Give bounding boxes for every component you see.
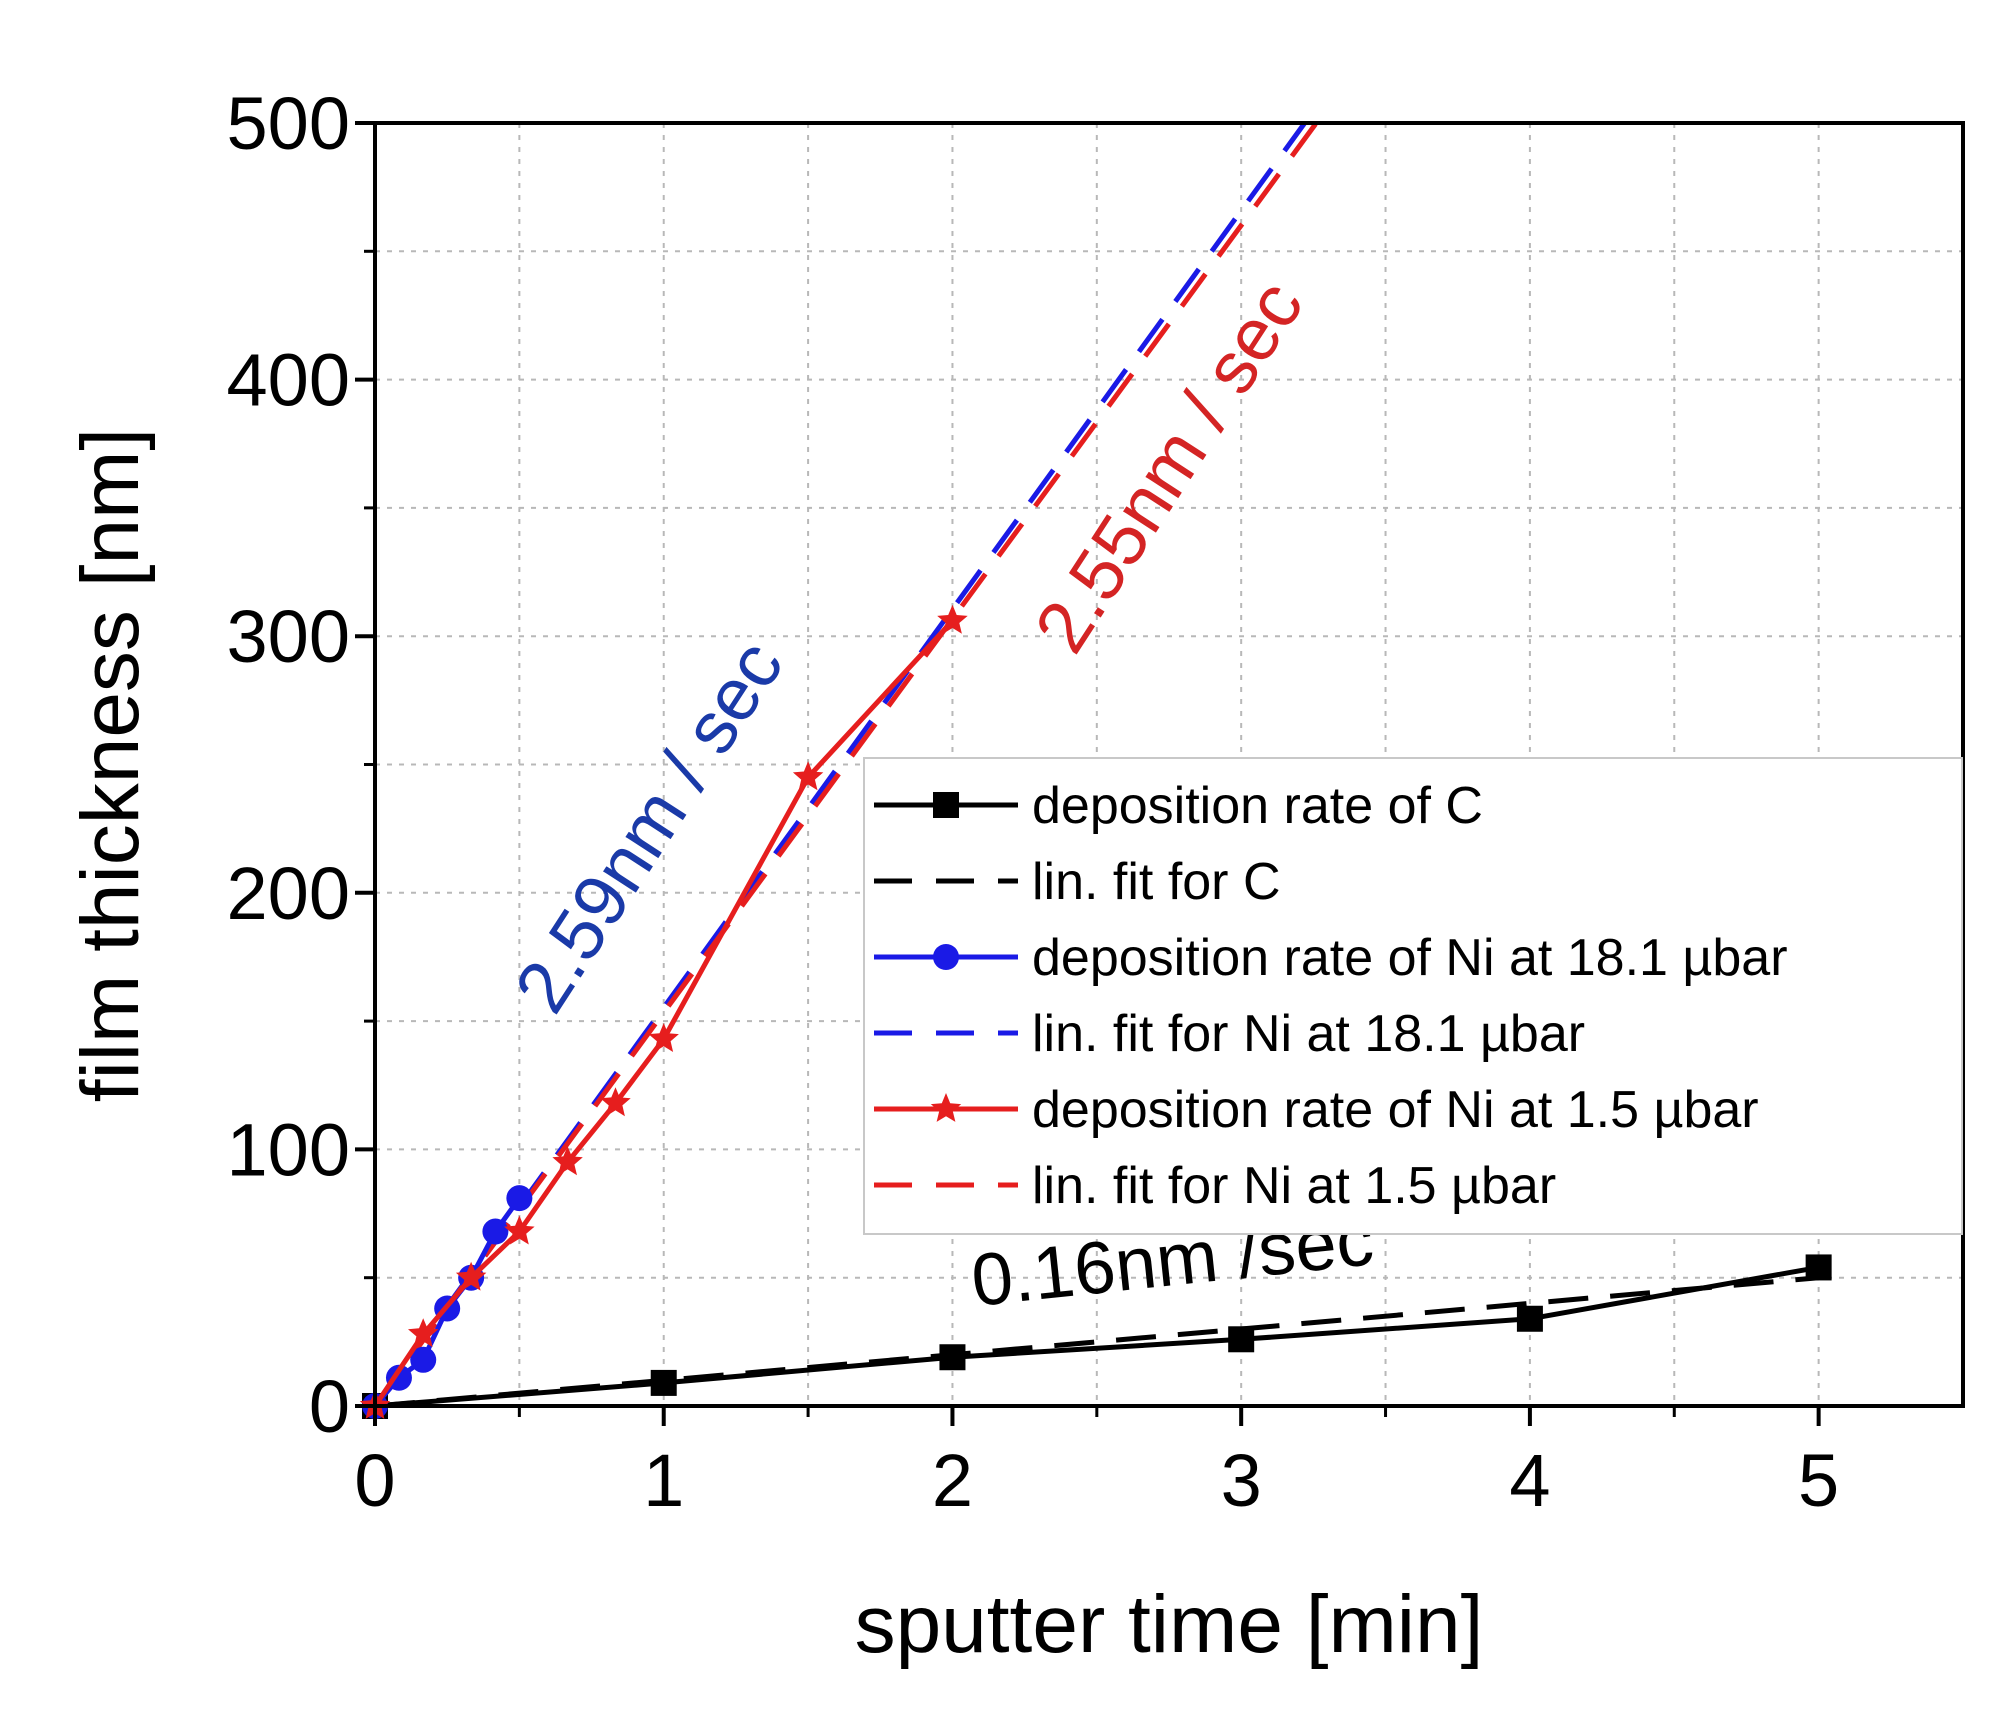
series-line-lin-fit-for-ni-at-1-5-ubar [372,121,1319,1408]
x-axis-title: sputter time [min] [855,1579,1484,1670]
legend-label-lin-fit-for-ni-at-1-5-ubar: lin. fit for Ni at 1.5 µbar [1032,1157,1556,1215]
x-tick-label: 4 [1509,1439,1550,1522]
data-point-deposition-rate-of-ni-at-1-5-ubar [648,1023,679,1052]
y-tick-label: 0 [309,1365,350,1448]
legend-box [863,757,1963,1235]
legend-marker-deposition-rate-of-c [933,792,959,818]
x-tick-label: 3 [1221,1439,1262,1522]
x-tick-label: 5 [1798,1439,1839,1522]
data-point-deposition-rate-of-ni-at-1-5-ubar [455,1261,487,1291]
legend-marker-deposition-rate-of-ni-at-18-1-ubar [933,944,959,970]
data-point-deposition-rate-of-ni-at-18-1-ubar [506,1185,533,1212]
legend-label-deposition-rate-of-c: deposition rate of C [1032,777,1483,835]
x-tick-label: 2 [932,1439,973,1522]
data-point-deposition-rate-of-ni-at-1-5-ubar [792,761,824,791]
data-series [359,604,1832,1419]
data-point-deposition-rate-of-ni-at-1-5-ubar [552,1146,583,1176]
y-tick-label: 500 [227,82,350,165]
series-line-deposition-rate-of-c [374,1264,1820,1409]
x-tick-label: 0 [354,1439,395,1522]
data-point-deposition-rate-of-ni-at-1-5-ubar [408,1318,439,1348]
y-tick-label: 300 [227,595,350,678]
data-point-deposition-rate-of-ni-at-18-1-ubar [482,1218,509,1245]
data-point-deposition-rate-of-c [1805,1254,1832,1281]
legend-label-deposition-rate-of-ni-at-18-1-ubar: deposition rate of Ni at 18.1 µbar [1032,929,1788,987]
data-point-deposition-rate-of-c [1516,1305,1543,1332]
y-axis-title: film thickness [nm] [65,428,156,1102]
data-point-deposition-rate-of-ni-at-1-5-ubar [504,1215,535,1245]
axis-ticks: 0 1 2 3 4 5 0 100 200 300 400 500 [227,82,1840,1522]
legend-label-lin-fit-for-c: lin. fit for C [1032,853,1281,911]
data-point-deposition-rate-of-c [650,1369,677,1396]
data-point-deposition-rate-of-ni-at-18-1-ubar [410,1346,437,1373]
x-tick-label: 1 [643,1439,684,1522]
y-tick-label: 100 [227,1108,350,1191]
legend: deposition rate of C lin. fit for C deposi… [863,757,1963,1235]
data-point-deposition-rate-of-ni-at-1-5-ubar [937,604,968,634]
data-point-deposition-rate-of-c [939,1344,966,1371]
y-tick-label: 200 [227,852,350,935]
legend-label-lin-fit-for-ni-at-18-1-ubar: lin. fit for Ni at 18.1 µbar [1032,1005,1585,1063]
y-tick-label: 400 [227,339,350,422]
series-line-lin-fit-for-c [374,1275,1819,1409]
legend-label-deposition-rate-of-ni-at-1-5-ubar: deposition rate of Ni at 1.5 µbar [1032,1081,1759,1139]
legend-marker-deposition-rate-of-ni-at-1-5-ubar [930,1093,962,1122]
data-point-deposition-rate-of-c [1228,1326,1255,1353]
data-point-deposition-rate-of-ni-at-1-5-ubar [600,1087,631,1117]
